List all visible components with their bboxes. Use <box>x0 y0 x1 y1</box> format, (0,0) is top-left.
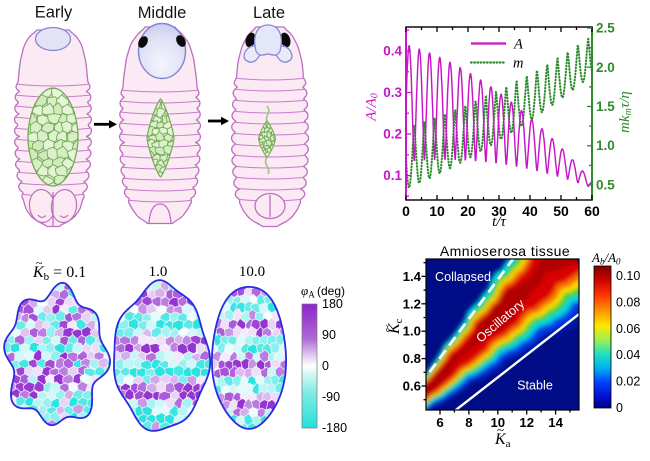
svg-text:0.06: 0.06 <box>616 322 640 336</box>
svg-text:Kb = 0.1: Kb = 0.1 <box>32 264 86 283</box>
svg-text:0: 0 <box>402 203 410 219</box>
svg-text:-90: -90 <box>322 390 340 404</box>
svg-text:0: 0 <box>616 401 623 415</box>
svg-text:1.4: 1.4 <box>403 269 422 284</box>
svg-text:m: m <box>513 56 523 72</box>
svg-text:1.0: 1.0 <box>596 138 615 153</box>
svg-text:14: 14 <box>548 415 563 430</box>
svg-text:~: ~ <box>379 325 394 332</box>
svg-text:1.2: 1.2 <box>403 296 421 311</box>
svg-text:A/A0: A/A0 <box>364 93 381 122</box>
svg-text:40: 40 <box>522 203 538 219</box>
svg-text:~: ~ <box>36 256 43 270</box>
svg-text:10: 10 <box>429 203 445 219</box>
svg-text:Middle: Middle <box>138 4 187 22</box>
svg-text:Ab/A0: Ab/A0 <box>591 250 621 267</box>
svg-text:20: 20 <box>460 203 476 219</box>
svg-text:Early: Early <box>35 4 73 22</box>
svg-text:~: ~ <box>497 422 504 437</box>
svg-text:(deg): (deg) <box>317 284 345 298</box>
svg-text:0.4: 0.4 <box>383 44 402 59</box>
svg-text:A: A <box>513 37 523 53</box>
svg-text:50: 50 <box>553 203 569 219</box>
svg-text:0.10: 0.10 <box>616 269 640 283</box>
svg-text:0.3: 0.3 <box>383 85 402 100</box>
svg-text:1.5: 1.5 <box>596 99 615 114</box>
svg-text:Stable: Stable <box>517 379 553 393</box>
svg-text:2.0: 2.0 <box>596 60 615 75</box>
svg-text:Collapsed: Collapsed <box>435 270 491 284</box>
svg-text:1.0: 1.0 <box>149 264 168 280</box>
svg-text:60: 60 <box>584 203 600 219</box>
svg-text:0.08: 0.08 <box>616 295 640 309</box>
svg-text:6: 6 <box>436 415 443 430</box>
svg-text:10: 10 <box>490 415 505 430</box>
svg-text:t/τ: t/τ <box>492 214 506 230</box>
svg-text:0.02: 0.02 <box>616 375 640 389</box>
svg-text:12: 12 <box>519 415 534 430</box>
svg-text:mkmτ/η: mkmτ/η <box>617 91 634 133</box>
svg-text:90: 90 <box>322 328 336 342</box>
svg-text:0.1: 0.1 <box>383 168 402 183</box>
svg-text:30: 30 <box>491 203 507 219</box>
svg-text:0.2: 0.2 <box>383 127 402 142</box>
svg-text:0.04: 0.04 <box>616 348 640 362</box>
svg-text:8: 8 <box>465 415 472 430</box>
svg-text:Amnioserosa tissue: Amnioserosa tissue <box>440 243 570 259</box>
svg-text:10.0: 10.0 <box>239 264 265 280</box>
svg-text:2.5: 2.5 <box>596 21 615 36</box>
svg-text:0.5: 0.5 <box>596 178 615 193</box>
svg-text:-180: -180 <box>322 421 347 435</box>
svg-text:0.6: 0.6 <box>403 379 421 394</box>
svg-text:0.8: 0.8 <box>403 351 421 366</box>
svg-text:1.0: 1.0 <box>403 324 421 339</box>
svg-text:Late: Late <box>253 4 285 22</box>
svg-text:0: 0 <box>322 359 329 373</box>
svg-text:180: 180 <box>322 297 343 311</box>
